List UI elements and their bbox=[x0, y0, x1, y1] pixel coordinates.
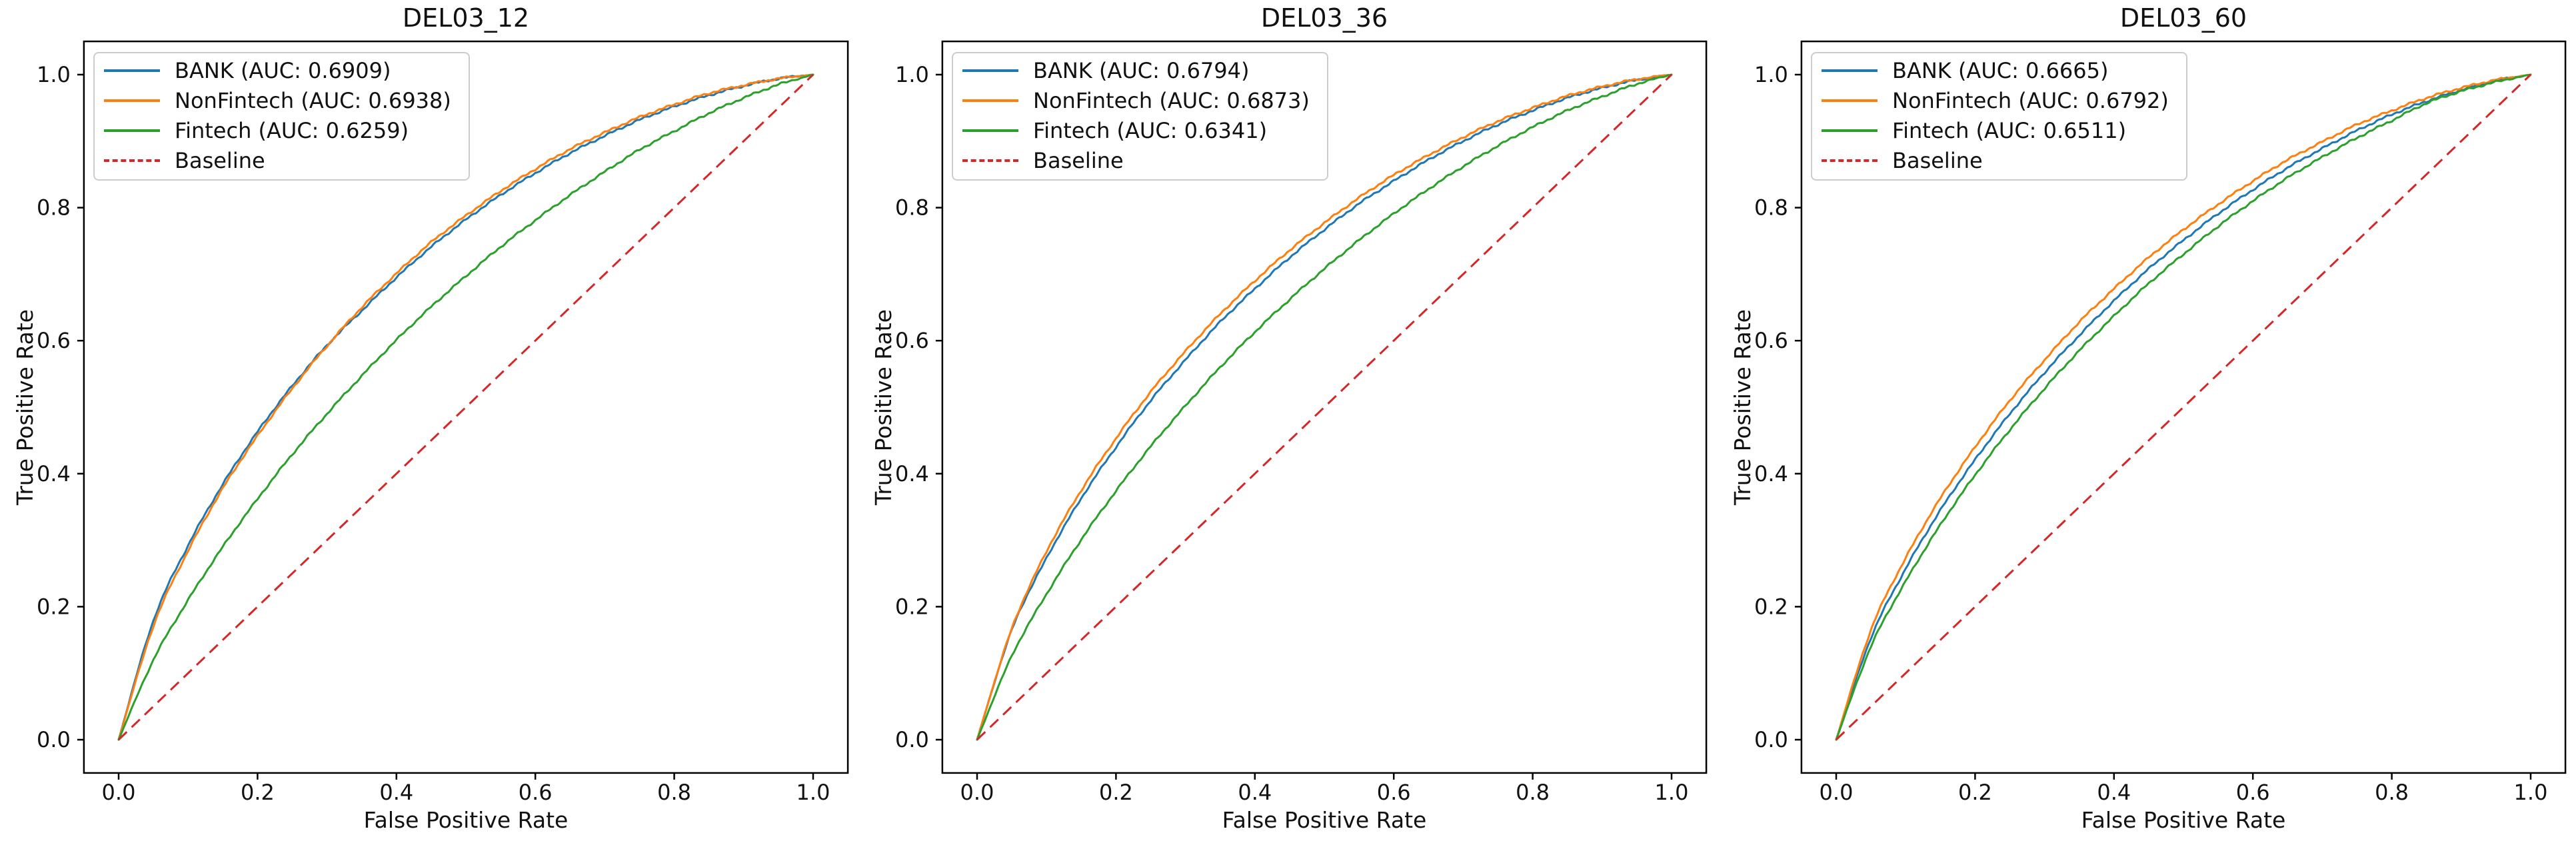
legend-item-bank: BANK (AUC: 0.6909) bbox=[104, 59, 451, 82]
svg-text:0.2: 0.2 bbox=[1754, 594, 1788, 619]
legend-label: Baseline bbox=[1033, 148, 1124, 173]
plot-title: DEL03_12 bbox=[402, 3, 530, 33]
svg-text:0.4: 0.4 bbox=[379, 780, 413, 805]
x-axis-label: False Positive Rate bbox=[1222, 807, 1427, 833]
legend-line-baseline-dashed bbox=[1822, 159, 1878, 162]
legend-line-bank bbox=[1822, 69, 1878, 72]
legend-label: Baseline bbox=[1892, 148, 1983, 173]
legend-line-nonfintech bbox=[104, 99, 160, 102]
svg-text:0.0: 0.0 bbox=[960, 780, 994, 805]
roc-subplot-del03-12: 0.0 0.2 0.4 0.6 0.8 1.0 0.0 0.2 0.4 0.6 0.8 1.0 DEL… bbox=[0, 0, 858, 843]
legend-line-baseline-dashed bbox=[104, 159, 160, 162]
y-axis-label: True Positive Rate bbox=[12, 309, 38, 505]
legend-box: BANK (AUC: 0.6665) NonFintech (AUC: 0.67… bbox=[1811, 52, 2187, 181]
svg-text:1.0: 1.0 bbox=[1754, 62, 1788, 87]
svg-text:0.2: 0.2 bbox=[37, 594, 71, 619]
plot-title: DEL03_60 bbox=[2119, 3, 2247, 33]
legend-item-bank: BANK (AUC: 0.6665) bbox=[1822, 59, 2169, 82]
svg-text:0.6: 0.6 bbox=[1754, 328, 1788, 353]
legend-box: BANK (AUC: 0.6909) NonFintech (AUC: 0.69… bbox=[93, 52, 470, 181]
svg-text:0.8: 0.8 bbox=[2375, 780, 2409, 805]
svg-text:0.4: 0.4 bbox=[37, 461, 71, 486]
legend-line-fintech bbox=[104, 129, 160, 132]
legend-item-baseline: Baseline bbox=[1822, 149, 2169, 172]
legend-item-fintech: Fintech (AUC: 0.6341) bbox=[962, 119, 1310, 142]
roc-subplot-del03-60: 0.0 0.2 0.4 0.6 0.8 1.0 0.0 0.2 0.4 0.6 0.8 1.0 DEL… bbox=[1718, 0, 2576, 843]
plot-canvas-del03-36: 0.0 0.2 0.4 0.6 0.8 1.0 0.0 0.2 0.4 0.6 0.8 1.0 bbox=[895, 40, 1708, 805]
roc-subplot-del03-36: 0.0 0.2 0.4 0.6 0.8 1.0 0.0 0.2 0.4 0.6 0.8 1.0 DEL… bbox=[858, 0, 1717, 843]
svg-text:1.0: 1.0 bbox=[1655, 780, 1689, 805]
svg-text:0.6: 0.6 bbox=[895, 328, 929, 353]
svg-text:0.0: 0.0 bbox=[37, 727, 71, 752]
svg-text:0.4: 0.4 bbox=[1754, 461, 1788, 486]
svg-text:0.6: 0.6 bbox=[1377, 780, 1411, 805]
legend-label: Baseline bbox=[175, 148, 265, 173]
legend-item-nonfintech: NonFintech (AUC: 0.6792) bbox=[1822, 89, 2169, 112]
svg-text:0.4: 0.4 bbox=[1238, 780, 1272, 805]
legend-label: NonFintech (AUC: 0.6792) bbox=[1892, 88, 2169, 113]
legend-item-bank: BANK (AUC: 0.6794) bbox=[962, 59, 1310, 82]
svg-text:0.8: 0.8 bbox=[37, 195, 71, 221]
svg-text:0.2: 0.2 bbox=[1099, 780, 1133, 805]
legend-item-fintech: Fintech (AUC: 0.6259) bbox=[104, 119, 451, 142]
plot-title: DEL03_36 bbox=[1260, 3, 1388, 33]
svg-text:0.6: 0.6 bbox=[37, 328, 71, 353]
legend-label: Fintech (AUC: 0.6341) bbox=[1033, 118, 1268, 143]
svg-text:0.4: 0.4 bbox=[2097, 780, 2131, 805]
svg-text:0.0: 0.0 bbox=[895, 727, 929, 752]
legend-line-fintech bbox=[962, 129, 1018, 132]
legend-label: NonFintech (AUC: 0.6938) bbox=[175, 88, 451, 113]
legend-label: BANK (AUC: 0.6794) bbox=[1033, 58, 1250, 83]
svg-text:0.8: 0.8 bbox=[1516, 780, 1550, 805]
legend-label: Fintech (AUC: 0.6511) bbox=[1892, 118, 2127, 143]
svg-text:1.0: 1.0 bbox=[37, 62, 71, 87]
x-axis-label: False Positive Rate bbox=[363, 807, 569, 833]
legend-item-nonfintech: NonFintech (AUC: 0.6873) bbox=[962, 89, 1310, 112]
legend-box: BANK (AUC: 0.6794) NonFintech (AUC: 0.68… bbox=[952, 52, 1328, 181]
legend-label: BANK (AUC: 0.6909) bbox=[175, 58, 391, 83]
plot-canvas-del03-12: 0.0 0.2 0.4 0.6 0.8 1.0 0.0 0.2 0.4 0.6 0.8 1.0 bbox=[37, 40, 849, 805]
legend-line-bank bbox=[104, 69, 160, 72]
legend-item-fintech: Fintech (AUC: 0.6511) bbox=[1822, 119, 2169, 142]
svg-text:0.2: 0.2 bbox=[241, 780, 275, 805]
legend-label: NonFintech (AUC: 0.6873) bbox=[1033, 88, 1310, 113]
legend-line-bank bbox=[962, 69, 1018, 72]
svg-text:0.0: 0.0 bbox=[102, 780, 136, 805]
y-axis-label: True Positive Rate bbox=[870, 309, 896, 505]
legend-line-baseline-dashed bbox=[962, 159, 1018, 162]
svg-text:0.0: 0.0 bbox=[1754, 727, 1788, 752]
x-axis-label: False Positive Rate bbox=[2081, 807, 2286, 833]
plot-canvas-del03-60: 0.0 0.2 0.4 0.6 0.8 1.0 0.0 0.2 0.4 0.6 0.8 1.0 bbox=[1754, 40, 2567, 805]
legend-item-nonfintech: NonFintech (AUC: 0.6938) bbox=[104, 89, 451, 112]
y-axis-label: True Positive Rate bbox=[1730, 309, 1756, 505]
svg-text:0.8: 0.8 bbox=[657, 780, 691, 805]
legend-label: BANK (AUC: 0.6665) bbox=[1892, 58, 2109, 83]
legend-line-nonfintech bbox=[962, 99, 1018, 102]
legend-line-nonfintech bbox=[1822, 99, 1878, 102]
svg-text:0.2: 0.2 bbox=[895, 594, 929, 619]
svg-text:0.6: 0.6 bbox=[2236, 780, 2270, 805]
svg-text:0.6: 0.6 bbox=[519, 780, 553, 805]
legend-line-fintech bbox=[1822, 129, 1878, 132]
svg-text:0.4: 0.4 bbox=[895, 461, 929, 486]
legend-item-baseline: Baseline bbox=[104, 149, 451, 172]
svg-text:0.8: 0.8 bbox=[1754, 195, 1788, 221]
legend-label: Fintech (AUC: 0.6259) bbox=[175, 118, 409, 143]
svg-text:1.0: 1.0 bbox=[796, 780, 830, 805]
svg-text:1.0: 1.0 bbox=[895, 62, 929, 87]
svg-text:0.2: 0.2 bbox=[1958, 780, 1992, 805]
svg-text:0.8: 0.8 bbox=[895, 195, 929, 221]
svg-text:1.0: 1.0 bbox=[2514, 780, 2548, 805]
legend-item-baseline: Baseline bbox=[962, 149, 1310, 172]
svg-text:0.0: 0.0 bbox=[1820, 780, 1854, 805]
